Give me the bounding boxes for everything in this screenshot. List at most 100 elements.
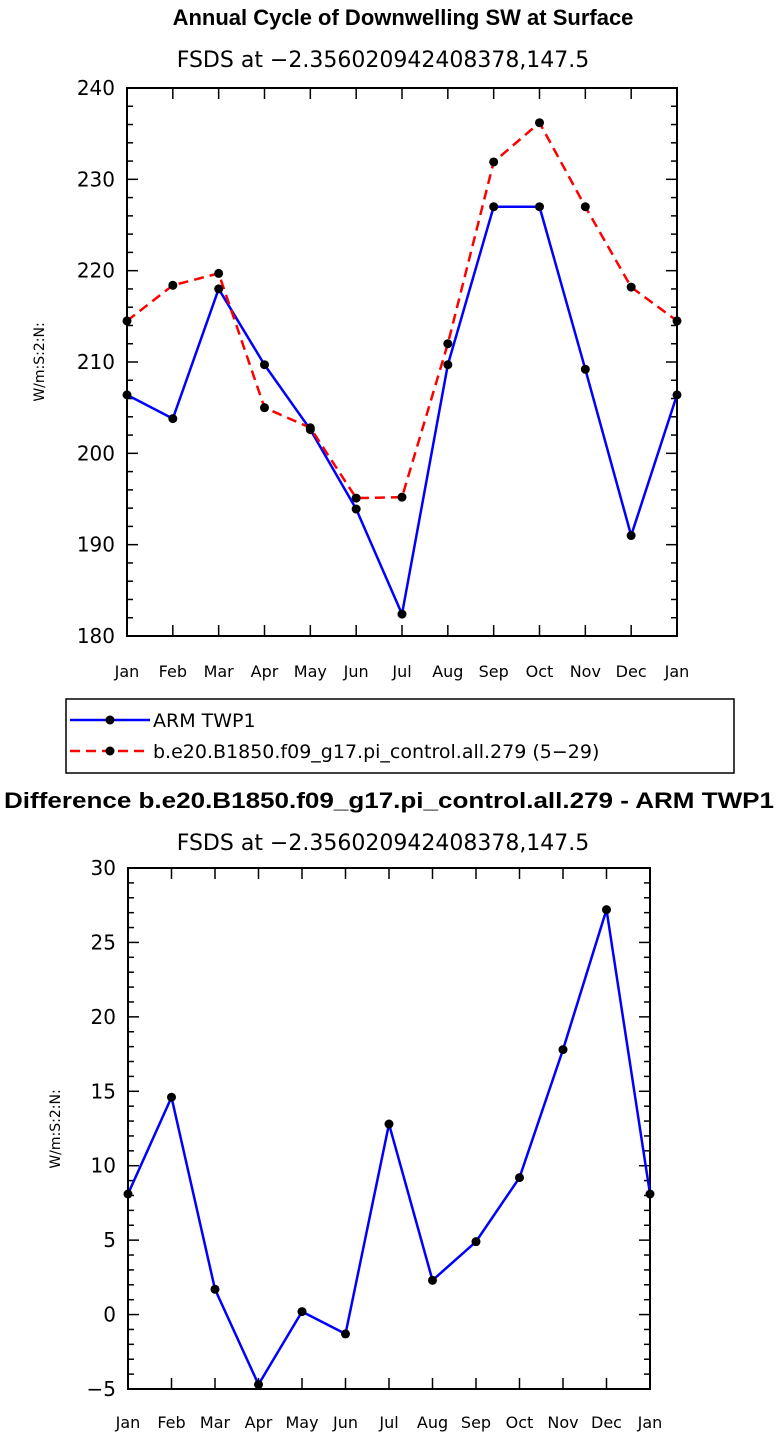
y-tick-label: 220 — [77, 259, 115, 283]
series-0-point — [260, 360, 269, 370]
legend-marker-model — [105, 746, 115, 756]
series-0-point — [351, 504, 361, 514]
x-tick-label: Jan — [115, 1413, 141, 1432]
x-tick-label: Jun — [343, 662, 369, 681]
chart1-subtitle: FSDS at −2.356020942408378,147.5 — [177, 48, 590, 73]
x-tick-label: Jan — [664, 662, 690, 681]
series-0-point — [471, 1237, 481, 1247]
legend-entry-arm: ARM TWP1 — [70, 710, 256, 732]
series-0-point — [645, 1189, 655, 1199]
series-1-point — [214, 268, 224, 278]
chart2-subtitle: FSDS at −2.356020942408378,147.5 — [177, 831, 590, 856]
series-0-point — [558, 1045, 568, 1055]
x-tick-label: Sep — [461, 1413, 491, 1432]
legend-box — [65, 698, 735, 774]
series-0-point — [214, 284, 224, 294]
x-tick-label: Dec — [616, 662, 647, 681]
series-1-point — [443, 339, 453, 349]
x-tick-label: Oct — [506, 1413, 534, 1432]
series-0-point — [341, 1329, 350, 1339]
series-line-0 — [126, 908, 652, 1386]
chart1-ticks — [126, 87, 678, 637]
series-1-point — [397, 492, 407, 502]
series-0-point — [168, 414, 178, 424]
legend-label-model: b.e20.B1850.f09_g17.pi_control.all.279 (… — [153, 741, 599, 763]
chart1-plot-frame — [126, 87, 678, 637]
legend-label-arm: ARM TWP1 — [153, 710, 256, 732]
x-tick-label: Dec — [591, 1413, 622, 1432]
x-tick-label: Mar — [204, 662, 235, 681]
y-tick-label: 190 — [77, 533, 115, 557]
y-tick-label: 20 — [91, 1005, 116, 1029]
x-tick-label: Jun — [332, 1413, 358, 1432]
series-0-point — [397, 609, 407, 619]
chart1-y-tick-labels: 180 190 200 210 220 230 240 — [77, 76, 115, 648]
chart1-title: Annual Cycle of Downwelling SW at Surfac… — [173, 5, 634, 30]
series-0-point — [602, 905, 611, 915]
x-tick-label: Sep — [479, 662, 509, 681]
series-0-point — [122, 390, 132, 400]
chart2-series — [123, 905, 655, 1390]
chart1-x-tick-labels: Jan Feb Mar Apr May Jun Jul Aug Sep Oct Nov Dec Jan — [114, 662, 690, 681]
y-tick-label: 200 — [77, 441, 115, 465]
series-line-0 — [126, 205, 679, 616]
x-tick-label: Apr — [251, 662, 279, 681]
x-tick-label: Aug — [417, 1413, 448, 1432]
series-0-point — [428, 1275, 437, 1285]
series-line-1 — [126, 121, 678, 500]
y-tick-label: −5 — [87, 1377, 116, 1401]
x-tick-label: Nov — [570, 662, 601, 681]
series-1-point — [305, 423, 315, 433]
x-tick-label: May — [294, 662, 327, 681]
chart2-y-tick-labels: −5 0 5 10 15 20 25 30 — [87, 856, 116, 1401]
x-tick-label: Oct — [526, 662, 554, 681]
series-1-point — [168, 280, 178, 290]
chart1-y-axis-label: W/m:S:2:N: — [32, 322, 48, 401]
series-0-point — [123, 1189, 133, 1199]
series-0-point — [580, 364, 590, 374]
series-0-point — [626, 531, 636, 541]
x-tick-label: Apr — [245, 1413, 273, 1432]
chart1-series — [122, 118, 682, 619]
series-1-point — [626, 282, 636, 292]
series-0-point — [210, 1284, 220, 1294]
series-0-point — [672, 390, 682, 400]
y-tick-label: 210 — [77, 350, 115, 374]
x-tick-label: Mar — [200, 1413, 231, 1432]
series-0-point — [384, 1119, 394, 1129]
difference-chart: Difference b.e20.B1850.f09_g17.pi_contro… — [4, 788, 774, 1432]
series-1-point — [535, 118, 544, 128]
series-0-point — [489, 202, 499, 212]
x-tick-label: Jan — [637, 1413, 663, 1432]
y-tick-label: 10 — [91, 1154, 116, 1178]
x-tick-label: Jul — [378, 1413, 398, 1432]
x-tick-label: May — [285, 1413, 318, 1432]
series-0-point — [515, 1173, 524, 1183]
series-1-point — [580, 202, 590, 212]
y-tick-label: 15 — [91, 1079, 116, 1103]
chart2-x-tick-labels: Jan Feb Mar Apr May Jun Jul Aug Sep Oct Nov Dec Jan — [115, 1413, 663, 1432]
series-0-point — [443, 360, 453, 370]
series-0-point — [535, 202, 544, 212]
y-tick-label: 25 — [91, 930, 116, 954]
x-tick-label: Jul — [391, 662, 411, 681]
series-1-point — [489, 157, 499, 167]
series-0-point — [167, 1092, 176, 1102]
legend-marker-arm — [105, 715, 115, 725]
chart1-legend: ARM TWP1 b.e20.B1850.f09_g17.pi_control.… — [65, 698, 735, 774]
x-tick-label: Feb — [157, 1413, 185, 1432]
series-1-point — [122, 316, 132, 326]
y-tick-label: 30 — [91, 856, 116, 880]
chart2-title: Difference b.e20.B1850.f09_g17.pi_contro… — [4, 788, 774, 813]
x-tick-label: Aug — [432, 662, 463, 681]
series-0-point — [297, 1307, 307, 1317]
y-tick-label: 240 — [77, 76, 115, 100]
chart2-y-axis-label: W/m:S:2:N: — [48, 1089, 64, 1168]
legend-entry-model: b.e20.B1850.f09_g17.pi_control.all.279 (… — [70, 741, 599, 763]
series-1-point — [351, 493, 361, 503]
x-tick-label: Jan — [114, 662, 140, 681]
series-1-point — [260, 403, 269, 413]
chart2-ticks — [127, 867, 651, 1390]
series-0-point — [254, 1380, 263, 1390]
